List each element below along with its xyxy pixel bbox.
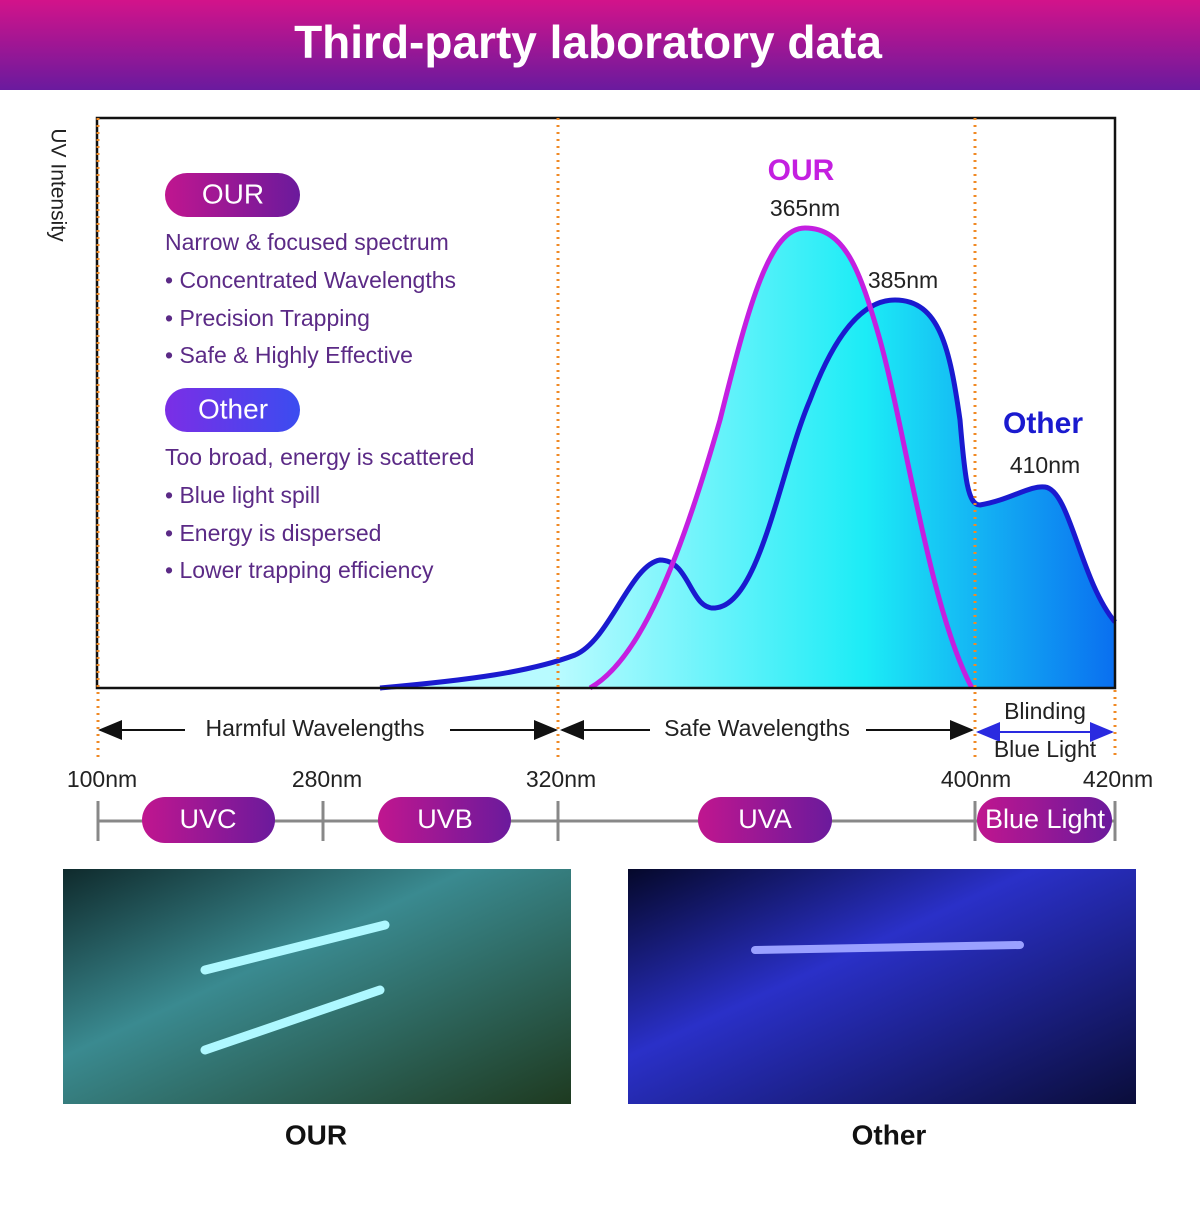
legend-point: • Precision Trapping <box>165 305 370 331</box>
header-bar <box>0 0 1200 90</box>
boundaries <box>96 118 1117 760</box>
band-label: Blue Light <box>985 804 1106 834</box>
band-label: UVA <box>738 804 792 834</box>
photo-caption: OUR <box>285 1119 347 1150</box>
scale-tick: 320nm <box>526 766 596 792</box>
badge <box>165 173 300 217</box>
badge-label: OUR <box>202 178 264 209</box>
photo-lamps <box>200 920 390 1055</box>
spectrum-fill <box>380 228 1115 688</box>
range-label: Blue Light <box>994 736 1097 762</box>
other-curve <box>379 297 1117 691</box>
scale-tick: 420nm <box>1083 766 1153 792</box>
band-label: UVB <box>417 804 473 834</box>
range-label: Blinding <box>1004 698 1086 724</box>
peak-wavelength: 365nm <box>770 195 840 221</box>
legend-point: • Concentrated Wavelengths <box>165 267 456 293</box>
range-label: Harmful Wavelengths <box>205 715 424 741</box>
legend-point: • Energy is dispersed <box>165 520 381 546</box>
scale-tick: 100nm <box>67 766 137 792</box>
badge <box>165 388 300 432</box>
photo-caption: Other <box>852 1119 927 1150</box>
legend-summary: Narrow & focused spectrum <box>165 229 449 255</box>
our-curve <box>588 225 975 691</box>
title: Third-party laboratory data <box>294 16 882 68</box>
peak-wavelength: 385nm <box>868 267 938 293</box>
chart-frame <box>95 116 1117 690</box>
legend-summary: Too broad, energy is scattered <box>165 444 474 470</box>
peak-wavelength: 410nm <box>1010 452 1080 478</box>
y-axis-label: UV Intensity <box>46 128 69 242</box>
range-arrows <box>98 720 1114 742</box>
scale-tick: 400nm <box>941 766 1011 792</box>
peak-name: OUR <box>768 154 835 187</box>
legend-point: • Lower trapping efficiency <box>165 557 434 583</box>
legend-point: • Safe & Highly Effective <box>165 342 413 368</box>
peak-name: Other <box>1003 407 1083 440</box>
band-label: UVC <box>179 804 236 834</box>
photo-lamp <box>751 941 1024 954</box>
badge-label: Other <box>198 393 268 424</box>
legend-point: • Blue light spill <box>165 482 320 508</box>
photo <box>63 869 571 1104</box>
scale-tick: 280nm <box>292 766 362 792</box>
band-pills <box>142 797 1112 843</box>
photo <box>628 869 1136 1104</box>
range-label: Safe Wavelengths <box>664 715 850 741</box>
